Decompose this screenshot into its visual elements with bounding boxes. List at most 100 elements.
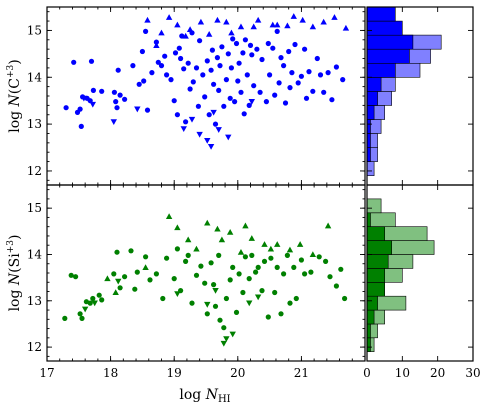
upper-limit-point xyxy=(174,21,181,28)
data-point xyxy=(302,46,308,52)
hist-x-tick-label: 20 xyxy=(430,366,445,380)
data-point xyxy=(202,280,208,286)
hist-x-tick-label: 30 xyxy=(465,366,480,380)
data-point xyxy=(79,315,85,321)
data-point xyxy=(190,79,196,85)
data-point xyxy=(287,85,293,91)
data-point xyxy=(178,55,184,62)
data-point xyxy=(310,88,316,94)
upper-limit-point xyxy=(204,219,211,226)
upper-limit-point xyxy=(290,13,297,19)
data-point xyxy=(216,252,222,258)
histogram-bar-light xyxy=(366,198,382,214)
data-point xyxy=(63,105,69,111)
data-point xyxy=(265,40,271,47)
lower-limit-point xyxy=(110,119,117,125)
upper-limit-point xyxy=(286,246,294,253)
upper-limit-point xyxy=(250,23,257,30)
x-tick-label: 20 xyxy=(230,366,245,380)
data-point xyxy=(316,254,322,260)
data-point xyxy=(306,69,312,75)
upper-limit-point xyxy=(237,23,245,30)
data-point xyxy=(225,51,231,57)
data-point xyxy=(153,39,159,45)
data-point xyxy=(208,67,214,73)
data-point xyxy=(62,315,68,321)
upper-limit-point xyxy=(197,18,205,25)
data-point xyxy=(291,264,297,270)
data-point xyxy=(71,59,77,65)
y-tick-label: 13 xyxy=(27,294,42,308)
histogram-bar-dark xyxy=(366,105,375,120)
data-point xyxy=(111,271,117,277)
data-point xyxy=(314,55,320,62)
data-point xyxy=(323,258,329,264)
data-point xyxy=(171,98,177,104)
y-tick-label: 14 xyxy=(27,247,43,261)
upper-limit-point xyxy=(214,16,221,23)
data-point xyxy=(342,295,348,302)
data-point xyxy=(187,86,193,92)
data-point xyxy=(244,72,250,78)
histogram-bar-light xyxy=(366,161,375,177)
lower-limit-point xyxy=(196,131,203,138)
lower-limit-point xyxy=(115,278,122,285)
upper-limit-point xyxy=(218,236,226,243)
data-point xyxy=(221,103,227,109)
upper-limit-point xyxy=(228,29,235,36)
lower-limit-point xyxy=(220,340,228,347)
data-point xyxy=(115,67,121,73)
lower-limit-point xyxy=(80,95,88,102)
data-point xyxy=(88,58,95,64)
y-axis-label-bottom: log N(Si+3) xyxy=(6,235,23,312)
data-point xyxy=(230,264,236,270)
upper-limit-point xyxy=(320,18,327,25)
data-point xyxy=(189,300,195,306)
data-point xyxy=(77,311,83,317)
upper-limit-point xyxy=(144,16,151,23)
data-point xyxy=(209,47,215,53)
data-point xyxy=(149,70,155,76)
data-point xyxy=(268,255,274,261)
data-point xyxy=(265,314,271,320)
data-point xyxy=(263,99,269,105)
data-point xyxy=(321,89,327,95)
data-point xyxy=(236,60,242,66)
data-point xyxy=(174,112,180,118)
data-point xyxy=(317,72,324,78)
data-point xyxy=(223,295,229,302)
data-point xyxy=(219,44,225,50)
data-point xyxy=(276,80,282,86)
data-point xyxy=(298,73,304,79)
data-point xyxy=(327,274,333,280)
data-point xyxy=(155,59,161,65)
upper-limit-point xyxy=(174,224,181,231)
lower-limit-point xyxy=(207,144,215,150)
data-point xyxy=(114,249,120,255)
lower-limit-point xyxy=(225,134,232,141)
lower-limit-point xyxy=(204,301,211,308)
upper-limit-point xyxy=(205,30,213,37)
data-point xyxy=(160,295,166,302)
data-point xyxy=(183,258,189,264)
histogram-bar-dark xyxy=(366,281,386,297)
lower-limit-point xyxy=(180,126,187,132)
data-point xyxy=(340,77,346,83)
data-point xyxy=(287,300,293,306)
data-point xyxy=(87,300,93,306)
data-point xyxy=(114,105,120,111)
data-point xyxy=(253,269,259,275)
histogram-bar-dark xyxy=(366,254,389,269)
upper-limit-point xyxy=(267,245,275,252)
y-axis-label-top: log N(C+3) xyxy=(6,59,23,133)
data-point xyxy=(325,70,331,76)
data-point xyxy=(308,269,314,275)
data-point xyxy=(168,77,174,83)
data-point xyxy=(141,78,147,84)
histogram-bar-dark xyxy=(366,6,396,22)
histogram-bar-dark xyxy=(366,268,386,283)
data-point xyxy=(96,292,102,298)
data-point xyxy=(238,89,244,95)
data-point xyxy=(233,309,240,315)
data-point xyxy=(255,264,261,270)
